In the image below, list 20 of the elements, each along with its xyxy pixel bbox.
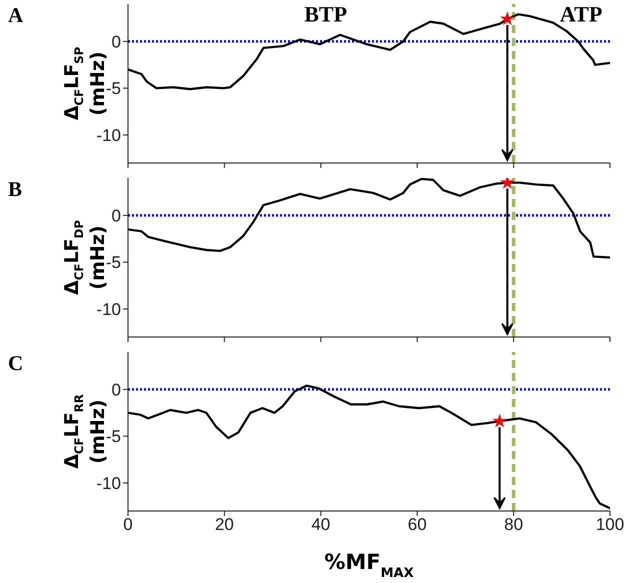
text: C xyxy=(8,351,24,375)
x-axis-title: %MF$_{MAX}$ xyxy=(324,550,414,580)
x-tick-label: 80 xyxy=(504,515,524,534)
x-tick-label: 40 xyxy=(311,515,330,534)
x-tick-label: 20 xyxy=(214,515,234,534)
x-tick-label: 100 xyxy=(596,515,624,534)
y-tick-label: 0 xyxy=(112,206,121,226)
y-tick-label: -5 xyxy=(106,79,121,98)
y-tick-label: -5 xyxy=(106,427,121,446)
y-tick-label: -5 xyxy=(106,253,121,272)
text: B xyxy=(8,177,22,201)
y-tick-label: -10 xyxy=(96,126,121,145)
text: A xyxy=(8,3,24,27)
y-tick-label: 0 xyxy=(112,380,121,400)
y-tick-label: -10 xyxy=(96,474,121,493)
y-tick-label: -10 xyxy=(96,300,121,319)
annotation: ATP xyxy=(560,2,602,26)
y-tick-label: 0 xyxy=(112,32,121,52)
annotation: BTP xyxy=(304,2,348,26)
x-tick-label: 60 xyxy=(408,515,427,534)
